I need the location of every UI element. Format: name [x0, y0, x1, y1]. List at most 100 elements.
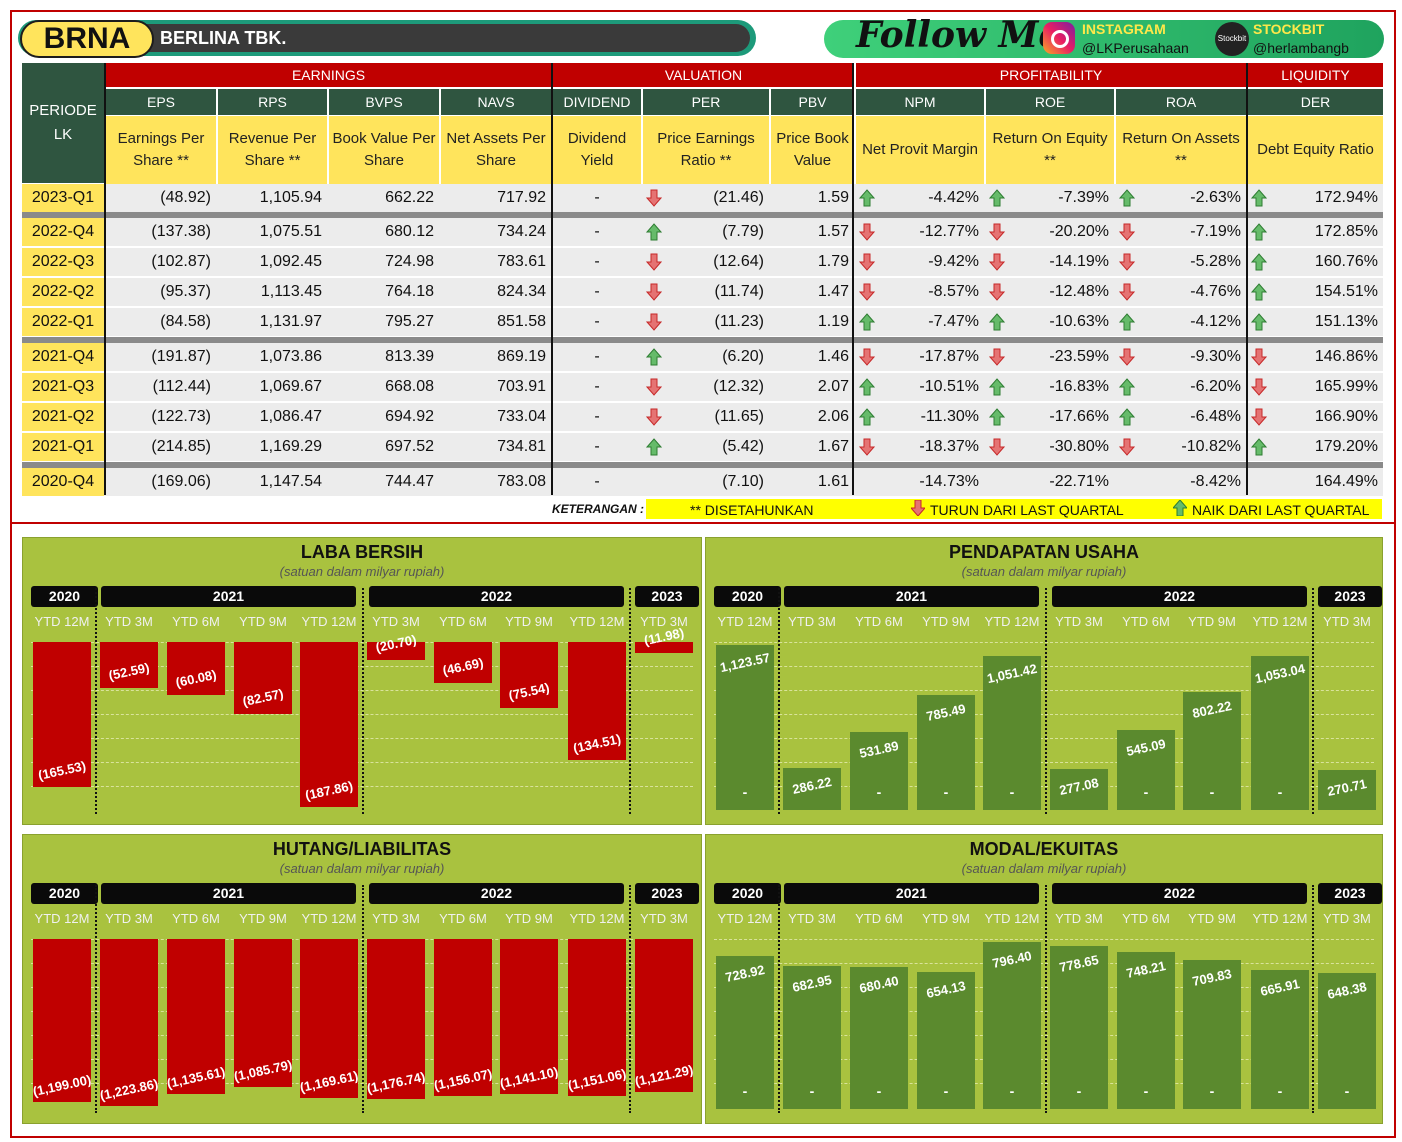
- grid-line: [714, 1035, 1374, 1036]
- group-separator-line: [852, 63, 854, 495]
- instagram-handle[interactable]: @LKPerusahaan: [1082, 40, 1189, 56]
- column-description: Book Value Per Share: [329, 116, 439, 184]
- cell-bvps: 697.52: [385, 438, 434, 455]
- year-divider: [1312, 588, 1314, 814]
- arrow-up-icon: [645, 223, 663, 241]
- cell-roe: -17.66%: [1049, 408, 1109, 425]
- year-divider: [1312, 885, 1314, 1113]
- arrow-down-icon: [645, 283, 663, 301]
- cell-pbv: 2.07: [817, 378, 849, 395]
- cell-pbv: 1.59: [817, 189, 849, 206]
- column-header: RPS: [218, 89, 327, 115]
- data-bar: [1183, 960, 1241, 1109]
- group-header: PROFITABILITY: [856, 63, 1246, 87]
- legend-up: NAIK DARI LAST QUARTAL: [1192, 502, 1370, 518]
- year-header: 2020: [31, 883, 98, 904]
- legend-annualized: ** DISETAHUNKAN: [690, 502, 814, 518]
- column-description: Revenue Per Share **: [218, 116, 327, 184]
- baseline-dash: -: [876, 784, 882, 800]
- cell-roe: -16.83%: [1049, 378, 1109, 395]
- column-description: Return On Assets **: [1116, 116, 1246, 184]
- arrow-up-icon: [988, 189, 1006, 207]
- data-bar: [234, 939, 292, 1087]
- cell-div: -: [594, 223, 600, 240]
- cell-div: -: [594, 438, 600, 455]
- stockbit-icon[interactable]: Stockbit: [1215, 22, 1249, 56]
- baseline-dash: -: [1209, 1083, 1215, 1099]
- cell-roa: -5.28%: [1190, 253, 1241, 270]
- cell-der: 166.90%: [1314, 408, 1378, 425]
- year-divider: [778, 885, 780, 1113]
- cell-bvps: 662.22: [385, 189, 434, 206]
- year-header: 2022: [1052, 586, 1307, 607]
- cell-per: (12.32): [713, 378, 764, 395]
- group-separator-line: [1246, 63, 1248, 495]
- baseline-dash: -: [1143, 784, 1149, 800]
- period-label: YTD 9M: [922, 911, 970, 926]
- arrow-up-icon: [988, 313, 1006, 331]
- period-label: YTD 6M: [439, 614, 487, 629]
- cell-eps: (191.87): [151, 348, 211, 365]
- cell-rps: 1,105.94: [259, 189, 322, 206]
- cell-pbv: 1.46: [817, 348, 849, 365]
- cell-npm: -14.73%: [919, 473, 979, 490]
- cell-npm: -9.42%: [928, 253, 979, 270]
- year-divider: [1045, 588, 1047, 814]
- cell-div: -: [594, 408, 600, 425]
- baseline-dash: -: [1209, 784, 1215, 800]
- arrow-down-icon: [645, 378, 663, 396]
- arrow-down-icon: [645, 408, 663, 426]
- baseline-dash: -: [1076, 1083, 1082, 1099]
- chart-modal-ekuitas: MODAL/EKUITAS (satuan dalam milyar rupiah…: [705, 834, 1383, 1124]
- table-row: 2022-Q4 (137.38) 1,075.51 680.12 734.24 - (7.7…: [22, 218, 1383, 246]
- arrow-down-icon: [1250, 408, 1268, 426]
- period-label: YTD 12M: [717, 614, 773, 629]
- cell-navs: 869.19: [497, 348, 546, 365]
- period-label: YTD 3M: [640, 614, 688, 629]
- arrow-up-icon: [1250, 313, 1268, 331]
- cell-div: -: [594, 283, 600, 300]
- cell-bvps: 813.39: [385, 348, 434, 365]
- data-bar: [234, 642, 292, 715]
- frame: [10, 10, 1396, 1138]
- baseline-dash: -: [1009, 784, 1015, 800]
- chart-subtitle: (satuan dalam milyar rupiah): [961, 861, 1127, 876]
- cell-roe: -7.39%: [1058, 189, 1109, 206]
- data-bar: [500, 642, 558, 709]
- year-header: 2022: [369, 586, 624, 607]
- cell-roa: -4.12%: [1190, 313, 1241, 330]
- period-label: YTD 3M: [105, 614, 153, 629]
- grid-line: [714, 1011, 1374, 1012]
- cell-roa: -7.19%: [1190, 223, 1241, 240]
- column-description: Dividend Yield: [553, 116, 641, 184]
- cell-npm: -8.57%: [928, 283, 979, 300]
- cell-pbv: 1.19: [817, 313, 849, 330]
- arrow-up-icon: [645, 348, 663, 366]
- instagram-icon[interactable]: [1043, 22, 1075, 54]
- column-header: PER: [643, 89, 769, 115]
- arrow-down-icon: [1118, 223, 1136, 241]
- column-description: Price Earnings Ratio **: [643, 116, 769, 184]
- cell-roa: -6.20%: [1190, 378, 1241, 395]
- section-divider: [10, 522, 1396, 524]
- periode-cell: 2022-Q1: [22, 308, 104, 336]
- cell-npm: -4.42%: [928, 189, 979, 206]
- arrow-down-icon: [1250, 378, 1268, 396]
- data-bar: [434, 642, 492, 683]
- column-description: Net Assets Per Share: [441, 116, 551, 184]
- data-bar: [1318, 770, 1376, 810]
- grid-line: [714, 963, 1374, 964]
- stockbit-handle[interactable]: @herlambangb: [1253, 40, 1349, 56]
- arrow-down-icon: [858, 283, 876, 301]
- cell-roa: -2.63%: [1190, 189, 1241, 206]
- arrow-up-icon: [1250, 253, 1268, 271]
- chart-laba-bersih: LABA BERSIH (satuan dalam milyar rupiah) 2…: [22, 537, 702, 825]
- cell-der: 160.76%: [1314, 253, 1378, 270]
- data-bar: [635, 939, 693, 1092]
- data-bar: [167, 642, 225, 695]
- data-bar: [1318, 973, 1376, 1109]
- year-divider: [1045, 885, 1047, 1113]
- chart-title: PENDAPATAN USAHA: [948, 542, 1139, 562]
- period-label: YTD 12M: [34, 614, 90, 629]
- period-label: YTD 6M: [172, 911, 220, 926]
